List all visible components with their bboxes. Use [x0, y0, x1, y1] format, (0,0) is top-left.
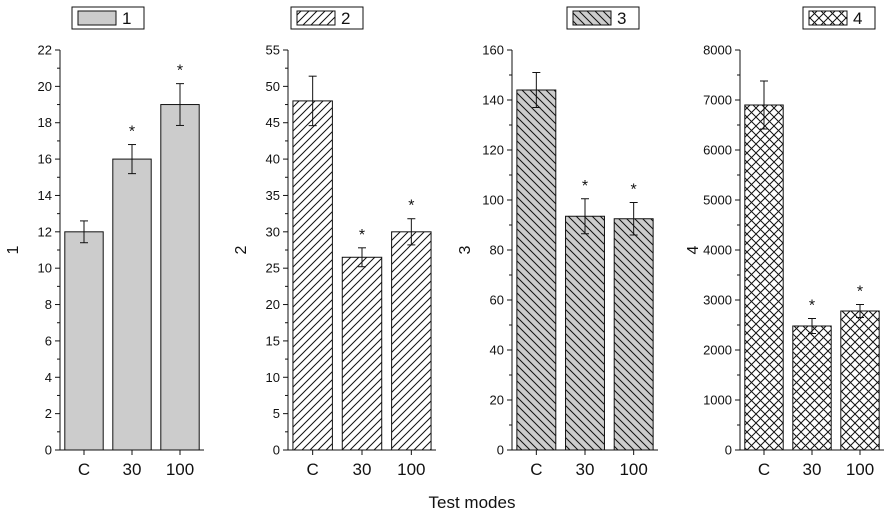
x-tick-label: 100 [166, 460, 194, 479]
y-tick-label: 3000 [703, 293, 732, 308]
y-tick-label: 0 [45, 443, 52, 458]
bar [613, 218, 654, 451]
x-tick-label: C [307, 460, 319, 479]
y-tick-label: 5000 [703, 193, 732, 208]
y-tick-label: 60 [490, 293, 504, 308]
significance-marker: * [177, 63, 183, 80]
legend-swatch [296, 10, 336, 26]
y-axis-label: 3 [457, 245, 474, 254]
y-tick-label: 7000 [703, 93, 732, 108]
y-tick-label: 20 [490, 393, 504, 408]
y-tick-label: 120 [482, 143, 504, 158]
y-tick-label: 0 [725, 443, 732, 458]
x-tick-label: 30 [353, 460, 372, 479]
y-tick-label: 55 [266, 43, 280, 58]
y-tick-label: 6 [45, 333, 52, 348]
significance-marker: * [129, 124, 135, 141]
x-tick-label: C [758, 460, 770, 479]
x-tick-label: 30 [123, 460, 142, 479]
y-tick-label: 50 [266, 79, 280, 94]
legend: 2 [290, 6, 364, 30]
y-axis-label: 1 [5, 245, 22, 254]
bar [391, 231, 432, 451]
bar [792, 325, 832, 451]
legend-label: 1 [122, 9, 131, 28]
y-tick-label: 4000 [703, 243, 732, 258]
y-tick-label: 35 [266, 188, 280, 203]
bar [112, 158, 152, 451]
y-tick-label: 12 [38, 224, 52, 239]
x-tick-label: 100 [846, 460, 874, 479]
chart-panels: 02468101214161820221C*30*100105101520253… [5, 6, 884, 479]
y-tick-label: 30 [266, 224, 280, 239]
y-tick-label: 160 [482, 43, 504, 58]
bar [840, 310, 880, 451]
legend: 1 [71, 6, 145, 30]
legend-label: 4 [853, 9, 862, 28]
y-tick-label: 140 [482, 93, 504, 108]
legend: 4 [802, 6, 876, 30]
y-tick-label: 100 [482, 193, 504, 208]
significance-marker: * [582, 178, 588, 195]
y-tick-label: 0 [273, 443, 280, 458]
legend-label: 2 [341, 9, 350, 28]
y-tick-label: 20 [266, 297, 280, 312]
y-tick-label: 22 [38, 43, 52, 58]
y-tick-label: 5 [273, 406, 280, 421]
bar [64, 231, 104, 451]
y-tick-label: 40 [266, 152, 280, 167]
legend-label: 3 [617, 9, 626, 28]
y-tick-label: 2 [45, 406, 52, 421]
x-tick-label: 100 [397, 460, 425, 479]
y-tick-label: 1000 [703, 393, 732, 408]
y-tick-label: 40 [490, 343, 504, 358]
bar [516, 89, 557, 451]
x-tick-label: C [530, 460, 542, 479]
legend-swatch [77, 10, 117, 26]
y-tick-label: 25 [266, 261, 280, 276]
x-tick-label: 100 [619, 460, 647, 479]
significance-marker: * [809, 298, 815, 315]
y-tick-label: 0 [497, 443, 504, 458]
y-tick-label: 10 [266, 370, 280, 385]
y-tick-label: 14 [38, 188, 52, 203]
significance-marker: * [408, 198, 414, 215]
legend-swatch [808, 10, 848, 26]
x-tick-label: 30 [803, 460, 822, 479]
x-tick-label: 30 [576, 460, 595, 479]
y-tick-label: 6000 [703, 143, 732, 158]
y-tick-label: 8000 [703, 43, 732, 58]
x-tick-label: C [78, 460, 90, 479]
bar [565, 215, 605, 451]
chart-panel-3: 0 20 40 60 80 100 120 140 160 3 C * 30 * 100 3 [457, 6, 658, 479]
y-axis-label: 4 [685, 245, 702, 254]
chart-panel-2: 0 5 10 15 20 25 30 35 40 45 50 55 2 C * 30 * 100 2 [233, 6, 436, 479]
y-tick-label: 18 [38, 115, 52, 130]
y-axis-label: 2 [233, 245, 250, 254]
bar [292, 100, 333, 451]
x-axis-title: Test modes [429, 493, 516, 512]
y-tick-label: 4 [45, 370, 52, 385]
significance-marker: * [857, 284, 863, 301]
significance-marker: * [631, 182, 637, 199]
y-tick-label: 2000 [703, 343, 732, 358]
bar [341, 256, 383, 451]
y-tick-label: 45 [266, 115, 280, 130]
y-tick-label: 15 [266, 333, 280, 348]
y-tick-label: 20 [38, 79, 52, 94]
bar [160, 104, 200, 451]
chart-panel-1: 0 2 4 6 8 10 12 14 16 18 20 22 1 C * 30 * 100 1 [5, 6, 204, 479]
y-tick-label: 16 [38, 152, 52, 167]
chart-panel-4: 0 1000 2000 3000 4000 5000 6000 7000 8000 4 C * 30 * 1… [685, 6, 884, 479]
y-tick-label: 8 [45, 297, 52, 312]
significance-marker: * [359, 227, 365, 244]
bar [744, 104, 784, 451]
y-tick-label: 10 [38, 261, 52, 276]
y-tick-label: 80 [490, 243, 504, 258]
legend-swatch [572, 10, 612, 26]
legend: 3 [566, 6, 640, 30]
